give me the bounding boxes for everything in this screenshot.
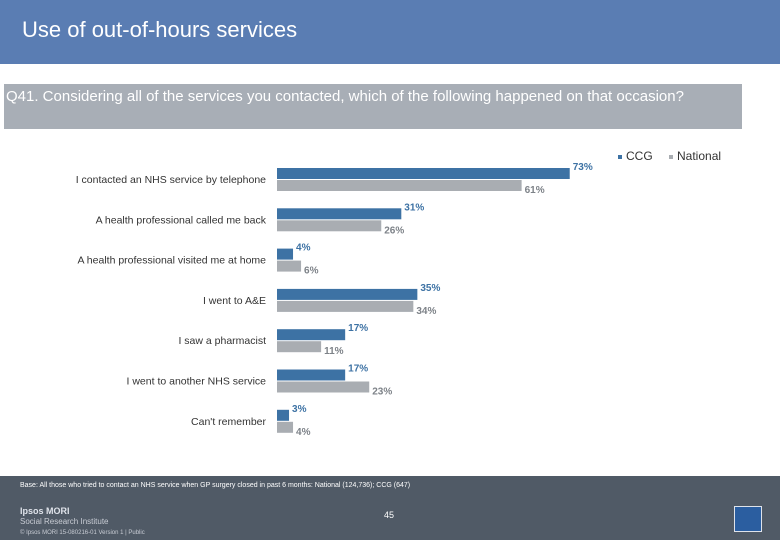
bar-ccg-a-health-professional-called-me-back: [277, 208, 402, 220]
data-label-ccg-a-health-professional-visited-me-at-home: 4%: [296, 243, 311, 254]
bar-national-i-went-to-another-nhs-service: [277, 381, 370, 393]
category-label: I saw a pharmacist: [178, 335, 266, 347]
bar-ccg-i-went-to-another-nhs-service: [277, 369, 346, 381]
bar-ccg-i-contacted-an-nhs-service-by-telephone: [277, 168, 570, 179]
bar-ccg-i-saw-a-pharmacist: [277, 329, 346, 341]
legend-item-ccg: CCG: [618, 149, 653, 163]
question-text: Q41. Considering all of the services you…: [6, 88, 684, 105]
data-label-ccg-i-went-to-a-e: 35%: [420, 283, 440, 294]
legend-swatch-ccg: [618, 154, 622, 159]
bar-chart: I contacted an NHS service by telephone 7…: [76, 162, 593, 438]
category-label: I went to A&E: [203, 295, 266, 307]
footer-brand: Ipsos MORI: [20, 506, 70, 516]
bar-ccg-i-went-to-a-e: [277, 288, 418, 300]
data-label-national-can-t-remember: 4%: [296, 427, 311, 438]
question-box: Q41. Considering all of the services you…: [4, 84, 742, 129]
data-label-ccg-i-saw-a-pharmacist: 17%: [348, 323, 368, 334]
bar-national-i-saw-a-pharmacist: [277, 341, 322, 353]
category-label: A health professional visited me at home: [77, 255, 266, 267]
data-label-ccg-i-contacted-an-nhs-service-by-telephone: 73%: [573, 162, 593, 173]
legend-swatch-national: [669, 154, 673, 159]
data-label-ccg-i-went-to-another-nhs-service: 17%: [348, 364, 368, 375]
bar-national-can-t-remember: [277, 421, 294, 433]
data-label-ccg-can-t-remember: 3%: [292, 404, 307, 415]
bar-national-i-contacted-an-nhs-service-by-telephone: [277, 180, 522, 191]
legend-label-ccg: CCG: [626, 149, 653, 163]
data-label-national-i-saw-a-pharmacist: 11%: [324, 346, 344, 357]
data-label-national-i-went-to-another-nhs-service: 23%: [372, 387, 392, 398]
bar-national-a-health-professional-called-me-back: [277, 220, 382, 232]
category-label: Can't remember: [191, 416, 266, 428]
base-note: Base: All those who tried to contact an …: [20, 482, 411, 489]
title-bar: [0, 0, 780, 64]
copyright-text: © Ipsos MORI 15-080216-01 Version 1 | Pu…: [20, 530, 145, 536]
legend-label-national: National: [677, 149, 722, 163]
data-label-national-i-contacted-an-nhs-service-by-telephone: 61%: [525, 185, 545, 196]
category-label: I contacted an NHS service by telephone: [76, 174, 266, 186]
data-label-national-a-health-professional-visited-me-at-home: 6%: [304, 266, 319, 277]
bar-ccg-can-t-remember: [277, 409, 290, 421]
ipsos-logo: [734, 506, 762, 532]
bar-national-i-went-to-a-e: [277, 300, 414, 312]
bar-national-a-health-professional-visited-me-at-home: [277, 260, 302, 272]
footer-brand-subtitle: Social Research Institute: [20, 517, 109, 526]
bar-ccg-a-health-professional-visited-me-at-home: [277, 248, 294, 260]
category-label: A health professional called me back: [96, 214, 267, 226]
legend-item-national: National: [669, 149, 721, 163]
data-label-national-a-health-professional-called-me-back: 26%: [384, 225, 404, 236]
page-title: Use of out-of-hours services: [22, 17, 298, 42]
data-label-national-i-went-to-a-e: 34%: [416, 306, 436, 317]
page-number: 45: [384, 510, 395, 520]
data-label-ccg-a-health-professional-called-me-back: 31%: [404, 202, 424, 213]
category-label: I went to another NHS service: [127, 376, 267, 388]
footer-band: [0, 476, 780, 540]
